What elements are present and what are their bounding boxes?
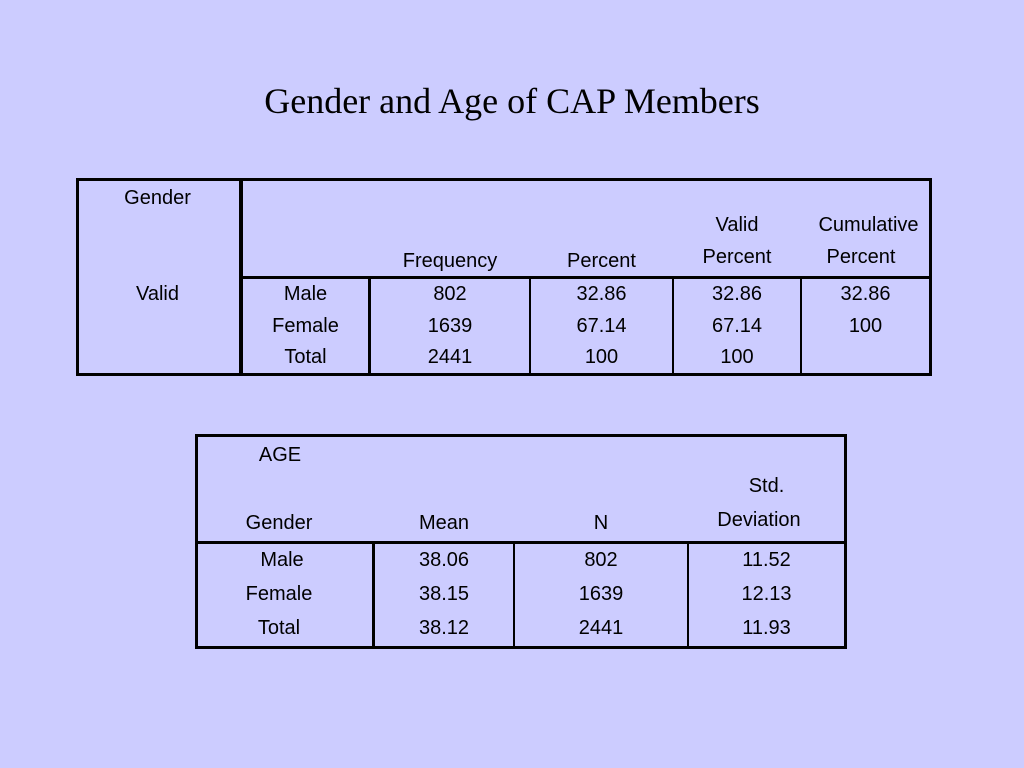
header-valid-percent-line2: Percent: [702, 246, 772, 268]
header-percent: Percent: [567, 250, 636, 272]
cell-percent: 67.14: [576, 315, 627, 337]
header-gender: Gender: [245, 512, 313, 534]
header-mean: Mean: [418, 512, 470, 534]
cell-std-deviation: 11.93: [742, 617, 791, 639]
cell-valid-percent: 67.14: [711, 315, 763, 337]
row-label-total: Total: [284, 346, 327, 368]
table-divider: [687, 541, 689, 646]
cell-valid-percent: 100: [720, 346, 754, 368]
row-label-male: Male: [260, 549, 304, 571]
row-label-female: Female: [245, 583, 313, 605]
cell-mean: 38.12: [418, 617, 470, 639]
row-label-female: Female: [272, 315, 339, 337]
age-corner-label: AGE: [258, 444, 302, 466]
cell-frequency: 2441: [427, 346, 473, 368]
table-divider: [368, 276, 371, 373]
table-divider: [529, 276, 531, 373]
cell-mean: 38.15: [418, 583, 470, 605]
header-std-deviation-line1: Std.: [748, 475, 785, 497]
valid-group-label: Valid: [136, 283, 179, 305]
cell-valid-percent: 32.86: [711, 283, 763, 305]
table-divider: [513, 541, 515, 646]
cell-std-deviation: 12.13: [741, 583, 792, 605]
cell-n: 1639: [578, 583, 624, 605]
cell-n: 802: [584, 549, 618, 571]
header-std-deviation-line2: Deviation: [717, 509, 801, 531]
header-cumulative-percent-line1: Cumulative: [818, 214, 919, 236]
gender-corner-label: Gender: [124, 187, 191, 209]
cell-frequency: 1639: [427, 315, 473, 337]
header-cumulative-percent-line2: Percent: [826, 246, 896, 268]
cell-percent: 100: [584, 346, 619, 368]
cell-cumulative-percent: 100: [848, 315, 883, 337]
cell-n: 2441: [578, 617, 624, 639]
table-divider: [672, 276, 674, 373]
cell-std-deviation: 11.52: [742, 549, 791, 571]
header-valid-percent-line1: Valid: [715, 214, 759, 236]
table-divider: [800, 276, 802, 373]
cell-mean: 38.06: [418, 549, 470, 571]
header-frequency: Frequency: [402, 250, 498, 272]
age-statistics-table: AGE Gender Mean N Std. Deviation Male 38…: [195, 434, 847, 649]
row-label-male: Male: [283, 283, 328, 305]
cell-frequency: 802: [433, 283, 467, 305]
header-n: N: [593, 512, 609, 534]
table-divider: [372, 541, 375, 646]
slide-title: Gender and Age of CAP Members: [264, 81, 760, 121]
cell-percent: 32.86: [576, 283, 627, 305]
table-divider: [198, 541, 844, 544]
cell-cumulative-percent: 32.86: [840, 283, 891, 305]
gender-frequency-table: Gender Valid Frequency Percent Valid Per…: [76, 178, 932, 376]
row-label-total: Total: [257, 617, 301, 639]
table-divider: [239, 276, 929, 279]
